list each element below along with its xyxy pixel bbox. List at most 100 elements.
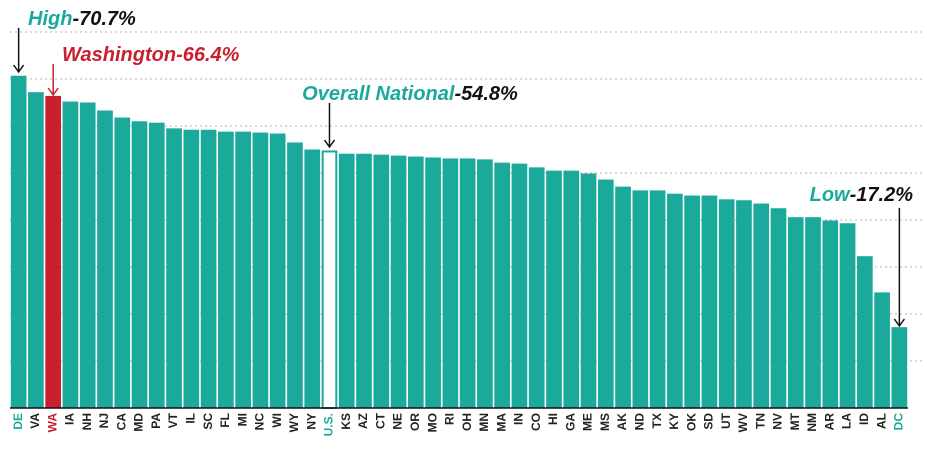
- bar: [736, 200, 752, 408]
- x-tick-label: DC: [892, 413, 906, 431]
- bar: [667, 193, 683, 408]
- x-tick-label: ME: [581, 413, 595, 431]
- bar: [477, 159, 493, 408]
- annotation: High-70.7%: [28, 8, 136, 30]
- annotation: Washington-66.4%: [62, 44, 240, 66]
- bar: [442, 158, 459, 408]
- bar: [632, 190, 649, 408]
- bar: [701, 195, 718, 408]
- x-tick-label: U.S.: [322, 413, 336, 436]
- annotation-value: -70.7%: [72, 8, 136, 30]
- bar: [148, 122, 165, 409]
- bar: [28, 92, 44, 408]
- bar: [459, 158, 476, 408]
- annotation: Low-17.2%: [810, 184, 914, 206]
- x-tick-label: NJ: [97, 413, 111, 428]
- x-tick-label: AL: [874, 413, 888, 429]
- arrow-head: [47, 87, 59, 97]
- x-tick-label: KY: [667, 413, 681, 430]
- x-tick-label: HI: [546, 413, 560, 425]
- x-tick-label: NH: [80, 413, 94, 430]
- bar: [45, 95, 62, 409]
- bar: [546, 170, 562, 408]
- annotation-label: High: [28, 8, 72, 30]
- x-tick-label: WY: [287, 413, 301, 432]
- bar: [131, 121, 148, 409]
- x-tick-label: NC: [253, 413, 267, 431]
- bar: [856, 256, 873, 408]
- x-tick-label: CO: [529, 413, 543, 431]
- x-tick-label: TX: [650, 413, 664, 428]
- x-tick-label: MD: [132, 413, 146, 432]
- bar: [97, 110, 113, 409]
- x-tick-label: NM: [805, 413, 819, 432]
- bar: [787, 217, 804, 408]
- bar: [407, 156, 424, 408]
- x-tick-label: OR: [408, 413, 422, 431]
- bar: [304, 149, 321, 408]
- x-tick-label: VA: [28, 413, 42, 429]
- x-tick-label: TN: [753, 413, 767, 429]
- bar: [649, 190, 666, 408]
- bar: [494, 162, 511, 408]
- bar: [235, 131, 251, 408]
- bar: [874, 292, 890, 408]
- bar: [166, 128, 182, 408]
- bar: [753, 203, 770, 408]
- x-tick-label: KS: [339, 413, 353, 430]
- x-tick-label: MN: [477, 413, 491, 432]
- bar: [287, 142, 303, 408]
- x-tick-label: NV: [771, 413, 785, 430]
- x-tick-label: SC: [201, 413, 215, 430]
- bar: [269, 133, 286, 408]
- x-tick-label: CA: [114, 413, 128, 431]
- x-tick-label: MA: [494, 413, 508, 432]
- bar: [839, 223, 856, 408]
- x-tick-label: IA: [63, 413, 77, 425]
- arrow-head: [893, 318, 905, 328]
- bar: [252, 132, 269, 408]
- x-tick-label: FL: [218, 413, 232, 428]
- x-tick-label: NE: [391, 413, 405, 430]
- x-tick-label: MS: [598, 413, 612, 431]
- x-tick-label: OH: [460, 413, 474, 431]
- bar: [338, 153, 355, 408]
- arrow-head: [13, 64, 25, 74]
- x-tick-label: GA: [563, 413, 577, 431]
- bar: [805, 217, 821, 408]
- x-tick-label: VT: [166, 412, 180, 428]
- x-tick-label: UT: [719, 412, 733, 429]
- x-tick-label: LA: [840, 413, 854, 429]
- bar: [563, 170, 580, 408]
- bar: [615, 186, 631, 408]
- x-tick-label: WA: [45, 413, 59, 433]
- x-tick-label: WV: [736, 413, 750, 432]
- x-tick-label: WI: [270, 413, 284, 428]
- annotation-value: -17.2%: [850, 184, 914, 206]
- bar: [373, 154, 390, 408]
- x-tick-label: ND: [632, 413, 646, 431]
- annotation-label: Washington-66.4%: [62, 44, 240, 66]
- bar: [183, 129, 200, 408]
- bar: [218, 131, 234, 408]
- x-tick-label: CT: [373, 412, 387, 429]
- x-tick-label: SD: [702, 413, 716, 430]
- arrow-head: [323, 139, 336, 149]
- x-tick-label: PA: [149, 413, 163, 429]
- bar: [770, 208, 787, 408]
- bar: [79, 102, 96, 408]
- bar: [891, 327, 908, 408]
- x-tick-label: AR: [822, 413, 836, 431]
- bar: [511, 163, 528, 408]
- x-tick-label: RI: [443, 413, 457, 425]
- annotation: Overall National-54.8%: [302, 83, 518, 105]
- bar: [684, 195, 700, 408]
- annotation-label: Low: [810, 184, 851, 206]
- x-tick-label: IL: [183, 413, 197, 424]
- bar: [10, 75, 27, 409]
- x-tick-label: IN: [512, 413, 526, 425]
- bar: [718, 199, 735, 408]
- x-tick-label: AK: [615, 413, 629, 431]
- bar: [356, 153, 372, 408]
- bar: [390, 155, 407, 408]
